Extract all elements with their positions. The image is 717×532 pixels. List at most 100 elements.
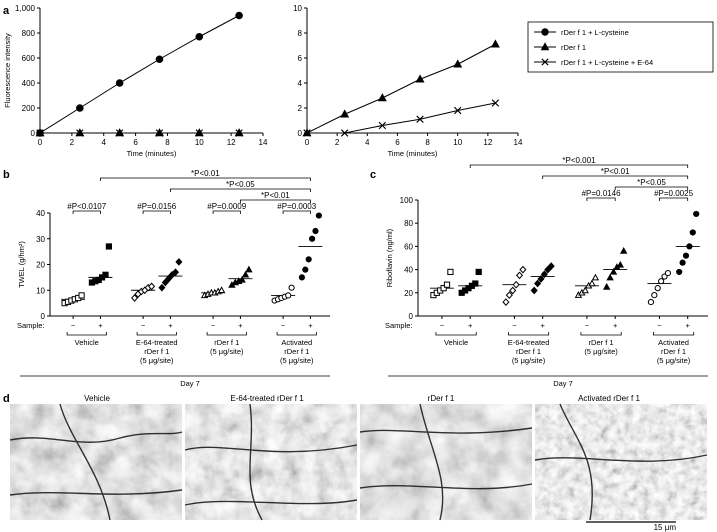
- x-tick-label: 4: [365, 138, 370, 147]
- data-point: [309, 235, 316, 242]
- data-point: [588, 279, 596, 287]
- data-point: [235, 129, 243, 137]
- sem-fold-lines: [9, 403, 708, 521]
- sample-label: Sample:: [385, 321, 413, 330]
- data-point: [155, 129, 164, 137]
- y-tick-label: 0: [31, 129, 36, 138]
- significance-label: *P<0.01: [191, 169, 220, 178]
- x-tick-label: 12: [227, 138, 236, 147]
- x-tick-label: 2: [335, 138, 340, 147]
- data-point: [76, 104, 84, 112]
- sem-image-rderf1: [360, 404, 532, 520]
- significance-bracket: [170, 188, 311, 192]
- significance-label: #P=0.0009: [207, 202, 246, 211]
- legend-label: rDer f 1 + L-cysteine + E-64: [561, 58, 653, 67]
- chart-b: 0 10 20 30 40 TWEL (g/hm²) Sample: − + Vehicle − + E…: [17, 169, 330, 388]
- data-point: [165, 274, 173, 283]
- x-axis-label: Time (minutes): [127, 149, 177, 158]
- data-point: [647, 298, 655, 306]
- legend-box: [527, 21, 714, 73]
- significance-bracket: [542, 175, 689, 179]
- data-point: [651, 292, 658, 299]
- significance-annotation: #P=0.0156: [137, 202, 177, 214]
- y-tick-label: 600: [22, 54, 36, 63]
- significance-bracket: [100, 177, 311, 181]
- group-label: Activated: [658, 338, 689, 347]
- group-label: E-64-treated: [508, 338, 550, 347]
- photo-title-e64-treated: E-64-treated rDer f 1: [230, 394, 304, 403]
- data-point: [686, 243, 693, 250]
- significance-annotation: *P<0.05: [170, 180, 311, 192]
- group-label: Vehicle: [75, 338, 99, 347]
- sample-minus-label: −: [71, 321, 76, 330]
- group-0: − +Vehicle: [429, 268, 483, 347]
- data-point: [235, 11, 243, 20]
- sample-plus-label: +: [613, 321, 618, 330]
- data-point: [475, 268, 482, 276]
- significance-label: *P<0.01: [261, 191, 290, 200]
- y-tick-label: 0: [409, 312, 414, 321]
- group-label: rDer f 1: [661, 347, 686, 356]
- x-tick-label: 8: [165, 138, 170, 147]
- y-tick-label: 400: [22, 79, 36, 88]
- sample-minus-label: −: [211, 321, 216, 330]
- sample-plus-label: +: [238, 321, 243, 330]
- photo-title-rderf1: rDer f 1: [428, 394, 455, 403]
- data-point: [658, 278, 665, 285]
- data-point: [619, 247, 628, 254]
- group-bracket: [580, 332, 622, 336]
- day-label: Day 7: [180, 379, 200, 388]
- legend-label: rDer f 1 + L-cysteine: [561, 28, 629, 37]
- x-tick-label: 4: [101, 138, 106, 147]
- data-point: [512, 280, 520, 289]
- data-point: [440, 285, 447, 292]
- data-point: [78, 292, 85, 299]
- significance-annotation: #P<0.0107: [67, 202, 107, 214]
- significance-bracket: [659, 197, 689, 201]
- y-tick-label: 4: [298, 79, 303, 88]
- group-label: rDer f 1: [214, 338, 239, 347]
- data-point: [515, 271, 524, 280]
- y-tick-label: 80: [404, 219, 413, 228]
- data-point: [285, 292, 292, 299]
- data-point: [377, 93, 387, 102]
- significance-bracket: [212, 210, 241, 214]
- scale-bar-label: 15 μm: [654, 523, 677, 532]
- x-tick-label: 12: [483, 138, 492, 147]
- significance-bracket: [142, 210, 171, 214]
- group-label: (5 μg/site): [140, 356, 174, 365]
- x-tick-label: 0: [305, 138, 310, 147]
- photo-title-vehicle: Vehicle: [84, 394, 110, 403]
- x-tick-label: 14: [514, 138, 523, 147]
- data-point: [238, 275, 246, 283]
- x-tick-label: 10: [195, 138, 204, 147]
- x-tick-label: 10: [453, 138, 462, 147]
- data-point: [591, 273, 600, 281]
- x-tick-label: 8: [425, 138, 430, 147]
- data-point: [502, 298, 510, 306]
- data-point: [453, 59, 463, 68]
- data-point: [606, 273, 614, 281]
- x-axis-label: Time (minutes): [388, 149, 438, 158]
- data-point: [472, 280, 479, 287]
- group-2: − + rDer f 1(5 μg/site): [574, 247, 628, 356]
- data-point: [245, 265, 253, 273]
- y-axis-label: Fluorescence intensity: [3, 33, 12, 108]
- day-label: Day 7: [553, 379, 573, 388]
- y-axis-label: Riboflavin (ng/ml): [385, 228, 394, 287]
- y-tick-label: 20: [404, 289, 413, 298]
- chart-a-left: 0 2 4 6 8 10 12 14 0 200 400 600 800 1,000 Time (minut…: [3, 4, 268, 158]
- group-bracket: [276, 332, 317, 336]
- series-line: [306, 43, 496, 134]
- significance-label: #P=0.0025: [654, 189, 693, 198]
- y-tick-label: 10: [293, 4, 302, 13]
- y-axis-label: TWEL (g/hm²): [17, 241, 26, 288]
- data-point: [509, 286, 517, 295]
- series-circle: [36, 11, 243, 137]
- data-point: [36, 129, 44, 137]
- sem-image-e64-treated: [185, 404, 357, 520]
- data-point: [105, 243, 113, 250]
